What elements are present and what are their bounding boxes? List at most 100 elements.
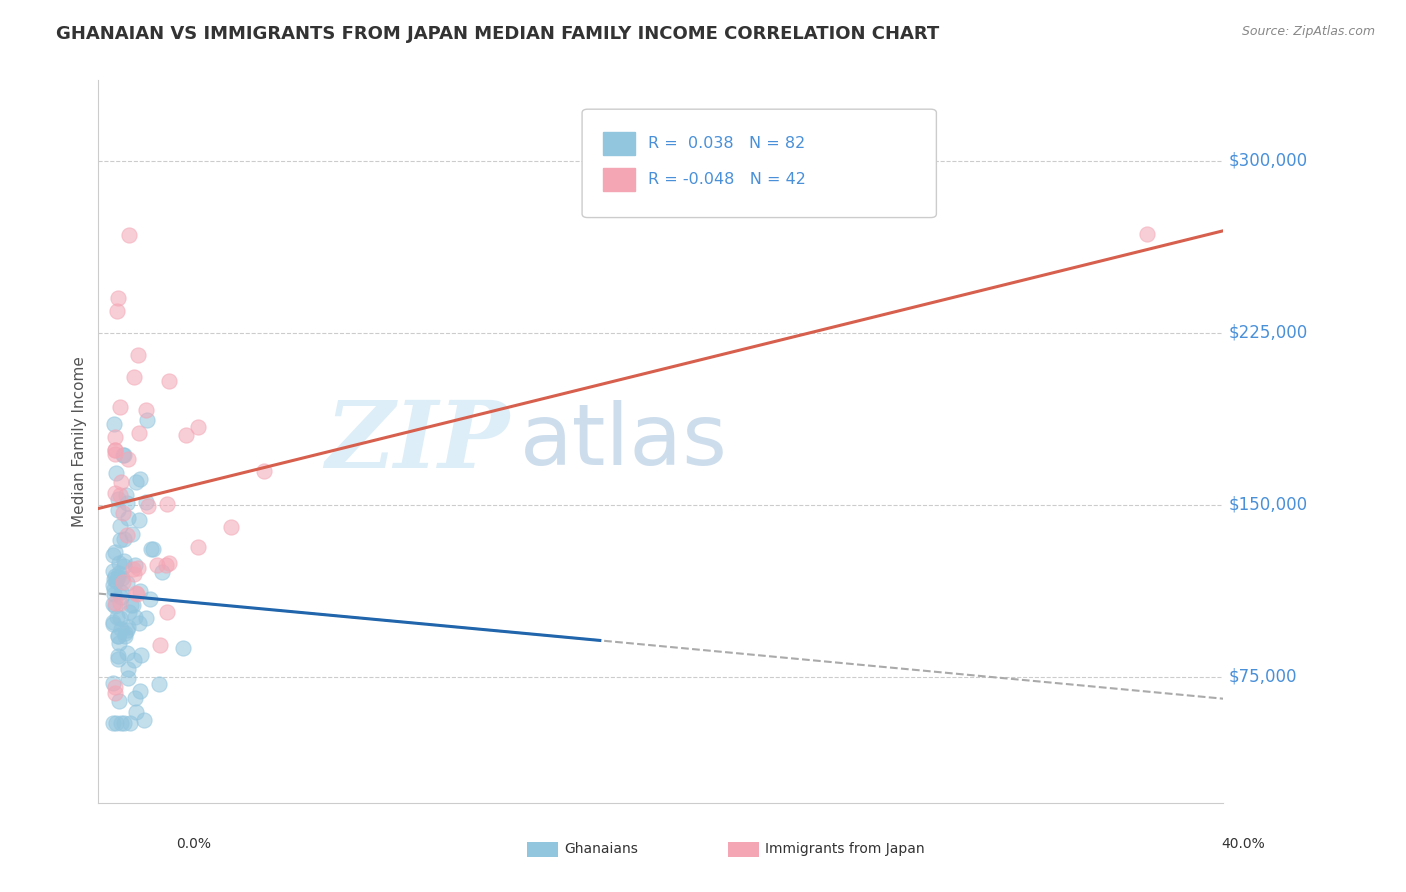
Point xyxy=(107,503,129,517)
Point xyxy=(139,591,162,606)
Point xyxy=(125,705,148,719)
Point xyxy=(107,569,129,583)
Point xyxy=(107,651,129,665)
Point xyxy=(110,715,132,730)
Y-axis label: Median Family Income: Median Family Income xyxy=(72,356,87,527)
Point xyxy=(103,587,125,601)
Point xyxy=(128,583,150,598)
Bar xyxy=(603,132,636,154)
Point xyxy=(219,520,242,534)
Point xyxy=(103,582,125,596)
Point xyxy=(108,487,131,501)
Point xyxy=(125,585,148,599)
Point xyxy=(122,566,145,581)
Point xyxy=(104,447,127,461)
Point xyxy=(253,464,276,478)
Point xyxy=(104,442,127,457)
Point xyxy=(118,605,141,619)
Point xyxy=(122,370,145,384)
Point xyxy=(110,623,132,637)
Point xyxy=(105,466,128,480)
Point xyxy=(176,427,198,442)
Point xyxy=(112,448,135,462)
Point xyxy=(118,227,141,242)
Point xyxy=(104,574,127,588)
Point xyxy=(103,715,125,730)
Point xyxy=(112,448,135,462)
Point xyxy=(129,684,152,698)
Text: Source: ZipAtlas.com: Source: ZipAtlas.com xyxy=(1241,25,1375,38)
Point xyxy=(117,451,139,466)
Point xyxy=(104,545,127,559)
Point xyxy=(122,561,145,575)
Bar xyxy=(603,168,636,191)
Point xyxy=(142,541,165,556)
Text: Immigrants from Japan: Immigrants from Japan xyxy=(765,842,925,856)
Point xyxy=(117,671,139,685)
Point xyxy=(112,559,135,574)
Point xyxy=(121,526,143,541)
Point xyxy=(125,475,148,490)
Point xyxy=(150,565,173,579)
Point xyxy=(148,677,170,691)
Point xyxy=(112,506,135,520)
Point xyxy=(103,598,125,612)
Point xyxy=(149,638,172,652)
Point xyxy=(108,596,131,610)
Point xyxy=(110,585,132,599)
Point xyxy=(155,558,177,573)
Point xyxy=(108,636,131,650)
Point xyxy=(117,510,139,524)
Point xyxy=(101,549,124,563)
Point xyxy=(112,532,135,546)
Point xyxy=(104,715,127,730)
Point xyxy=(108,519,131,533)
Point xyxy=(104,680,127,694)
Text: Ghanaians: Ghanaians xyxy=(564,842,638,856)
Point xyxy=(108,557,131,571)
Point xyxy=(135,611,157,625)
Point xyxy=(124,558,146,572)
Point xyxy=(117,576,139,591)
Point xyxy=(101,578,124,592)
Point xyxy=(156,606,179,620)
Point xyxy=(105,303,128,318)
Point xyxy=(115,646,138,660)
Point xyxy=(107,292,129,306)
Point xyxy=(104,596,127,610)
Point xyxy=(128,615,150,630)
Point xyxy=(114,629,136,643)
Point xyxy=(135,495,157,509)
Point xyxy=(136,413,159,427)
Point xyxy=(104,430,127,444)
Text: $225,000: $225,000 xyxy=(1229,324,1308,342)
Point xyxy=(107,629,129,643)
Text: R = -0.048   N = 42: R = -0.048 N = 42 xyxy=(648,172,806,186)
Point xyxy=(115,488,138,502)
Point xyxy=(111,571,134,585)
Point xyxy=(105,610,128,624)
Point xyxy=(117,619,139,633)
Text: GHANAIAN VS IMMIGRANTS FROM JAPAN MEDIAN FAMILY INCOME CORRELATION CHART: GHANAIAN VS IMMIGRANTS FROM JAPAN MEDIAN… xyxy=(56,25,939,43)
Point xyxy=(127,560,149,574)
Point xyxy=(103,417,125,432)
Point xyxy=(132,713,155,727)
Point xyxy=(124,652,146,666)
Point xyxy=(117,662,139,676)
Point xyxy=(108,400,131,414)
Point xyxy=(110,475,132,489)
Text: 0.0%: 0.0% xyxy=(176,837,211,851)
Point xyxy=(112,715,135,730)
Point xyxy=(115,495,138,509)
Point xyxy=(129,472,152,486)
Point xyxy=(107,566,129,581)
Point xyxy=(108,694,131,708)
Point xyxy=(157,375,180,389)
Point xyxy=(101,616,124,631)
Text: $75,000: $75,000 xyxy=(1229,667,1298,686)
Text: ZIP: ZIP xyxy=(325,397,509,486)
Point xyxy=(135,402,157,417)
Point xyxy=(107,628,129,642)
Point xyxy=(104,568,127,582)
Point xyxy=(110,590,132,604)
